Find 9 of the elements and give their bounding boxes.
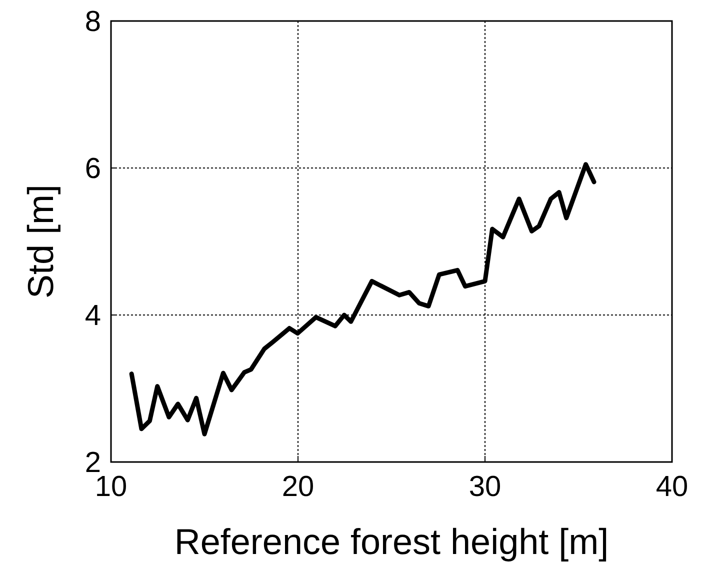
x-axis-title: Reference forest height [m]	[174, 521, 609, 562]
x-tick-label: 30	[468, 471, 502, 503]
y-tick-label: 8	[84, 6, 101, 38]
x-tick-label: 20	[282, 471, 314, 503]
y-axis-title: Std [m]	[20, 184, 61, 299]
x-tick-label: 40	[656, 471, 688, 503]
x-tick-label: 10	[94, 471, 128, 503]
y-tick-label: 6	[84, 153, 101, 186]
y-tick-label: 4	[84, 300, 101, 332]
